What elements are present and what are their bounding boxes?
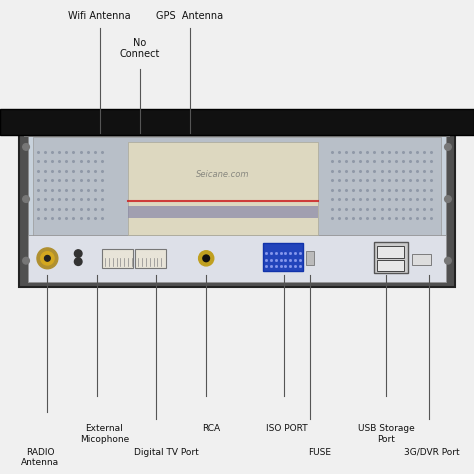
Circle shape — [203, 255, 210, 262]
Circle shape — [445, 257, 451, 264]
Bar — [0, 109, 474, 135]
Text: No
Connect: No Connect — [119, 37, 160, 59]
Circle shape — [23, 196, 29, 202]
Bar — [24, 133, 450, 137]
Text: External
Micophone: External Micophone — [80, 424, 129, 444]
Bar — [128, 206, 318, 218]
Bar — [135, 249, 166, 268]
Bar — [306, 251, 314, 265]
Circle shape — [445, 144, 451, 150]
Circle shape — [199, 251, 214, 266]
Text: USB Storage
Port: USB Storage Port — [358, 424, 415, 444]
Bar — [28, 135, 446, 282]
Bar — [263, 243, 303, 271]
Text: 3G/DVR Port: 3G/DVR Port — [403, 448, 459, 457]
Circle shape — [41, 252, 54, 265]
Text: Seicane.com: Seicane.com — [196, 170, 249, 179]
Text: ISO PORT: ISO PORT — [266, 424, 308, 433]
Bar — [19, 130, 455, 287]
Bar — [33, 137, 441, 237]
Bar — [412, 254, 431, 265]
Bar — [128, 142, 318, 235]
Text: RCA: RCA — [202, 424, 220, 433]
Circle shape — [45, 255, 50, 261]
Text: GPS  Antenna: GPS Antenna — [156, 11, 223, 21]
Text: RADIO
Antenna: RADIO Antenna — [21, 448, 59, 467]
Bar — [102, 249, 133, 268]
Text: Wifi Antenna: Wifi Antenna — [68, 11, 131, 21]
Text: FUSE: FUSE — [309, 448, 331, 457]
Text: Digital TV Port: Digital TV Port — [134, 448, 198, 457]
Circle shape — [37, 248, 58, 269]
Bar — [28, 235, 446, 282]
Circle shape — [445, 196, 451, 202]
Bar — [377, 246, 404, 258]
Circle shape — [23, 257, 29, 264]
Circle shape — [74, 250, 82, 257]
Circle shape — [23, 144, 29, 150]
Bar — [374, 242, 408, 273]
Bar — [377, 260, 404, 271]
Circle shape — [74, 258, 82, 265]
